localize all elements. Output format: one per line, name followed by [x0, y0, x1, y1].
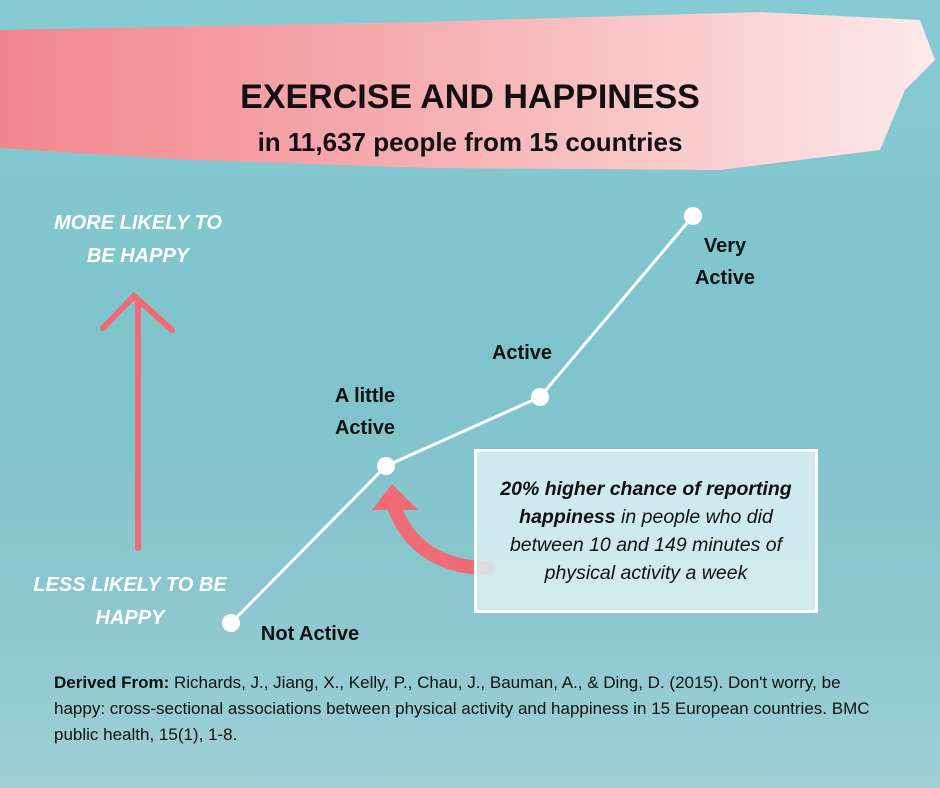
callout-box: 20% higher chance of reporting happiness… [474, 449, 818, 613]
trend-line [229, 215, 695, 625]
point [377, 457, 395, 475]
axis-top-label: MORE LIKELY TO BE HAPPY [54, 212, 222, 267]
callout-text: 20% higher chance of reporting happiness… [495, 475, 797, 587]
level-label: Very Active [694, 235, 756, 289]
point [684, 207, 702, 225]
brush-banner [0, 12, 935, 170]
level-label: Not Active [260, 623, 360, 645]
citation-label: Derived From: [54, 673, 170, 692]
title: EXERCISE AND HAPPINESS [240, 78, 700, 116]
up-arrow [100, 291, 175, 551]
point [222, 614, 240, 632]
curved-arrow-head [372, 484, 418, 510]
axis-bottom-label: LESS LIKELY TO BE HAPPY [33, 574, 227, 629]
subtitle: in 11,637 people from 15 countries [257, 127, 683, 157]
point [531, 388, 549, 406]
citation-text: Richards, J., Jiang, X., Kelly, P., Chau… [54, 673, 870, 744]
level-label: A little Active [334, 385, 396, 439]
callout-emphasis: 20% higher chance of reporting happiness [500, 478, 792, 528]
citation: Derived From: Richards, J., Jiang, X., K… [54, 670, 894, 748]
level-label: Active [491, 342, 553, 364]
callout-body: in people who did between 10 and 149 min… [509, 506, 783, 584]
curved-arrow [385, 493, 495, 575]
